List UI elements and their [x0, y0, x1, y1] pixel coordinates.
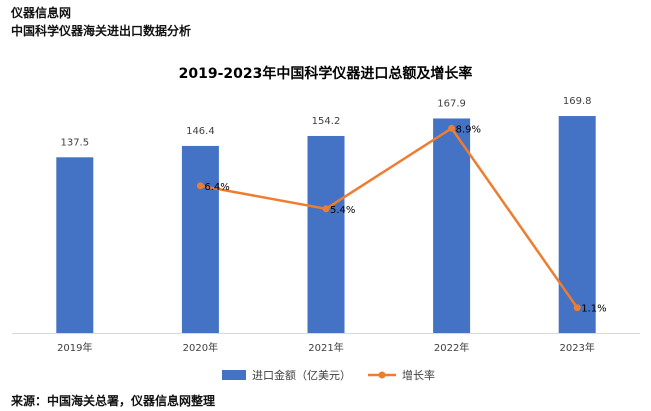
growth-rate-label: 8.9% [456, 124, 481, 135]
header: 仪器信息网 中国科学仪器海关进出口数据分析 [11, 5, 191, 39]
growth-rate-label: 5.4% [330, 205, 355, 216]
growth-rate-point [322, 205, 330, 213]
growth-rate-point [448, 124, 456, 132]
bar-value-label: 146.4 [186, 126, 215, 137]
growth-rate-point [196, 182, 204, 190]
brand-name: 仪器信息网 [11, 6, 72, 20]
legend-label-bar: 进口金额（亿美元） [252, 368, 351, 382]
growth-rate-point [573, 304, 581, 312]
x-tick-label: 2022年 [434, 341, 469, 354]
bar-2020年 [181, 145, 219, 333]
legend-label-line: 增长率 [402, 368, 435, 382]
bar-value-label: 169.8 [563, 96, 592, 107]
chart-title: 2019-2023年中国科学仪器进口总额及增长率 [178, 66, 473, 82]
report-subtitle: 中国科学仪器海关进出口数据分析 [11, 24, 192, 38]
x-tick-label: 2020年 [183, 341, 218, 354]
legend-swatch-marker [378, 371, 386, 379]
bar-2021年 [307, 135, 345, 333]
bar-2023年 [558, 116, 596, 334]
x-tick-label: 2023年 [559, 341, 594, 354]
bar-value-label: 167.9 [437, 98, 466, 109]
bar-2022年 [433, 118, 471, 333]
bar-2019年 [56, 157, 94, 333]
growth-rate-label: 1.1% [581, 304, 606, 315]
growth-rate-label: 6.4% [204, 182, 229, 193]
legend-swatch-bar [222, 370, 246, 380]
bar-value-label: 137.5 [60, 137, 89, 148]
source-note: 来源：中国海关总署，仪器信息网整理 [11, 394, 216, 408]
x-tick-label: 2021年 [308, 341, 343, 354]
bar-value-label: 154.2 [312, 116, 341, 127]
x-tick-label: 2019年 [57, 341, 92, 354]
growth-rate-line [200, 127, 579, 309]
